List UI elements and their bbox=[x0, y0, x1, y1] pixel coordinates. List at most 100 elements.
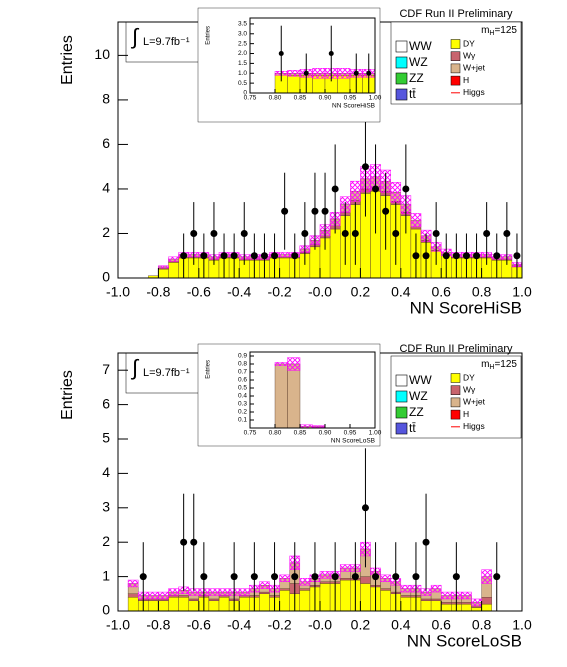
data-point bbox=[503, 229, 511, 237]
x-tick-label: -0.2 bbox=[268, 617, 292, 633]
stack-bar bbox=[400, 597, 412, 612]
stack-bar bbox=[279, 588, 290, 591]
mass-subscript: H bbox=[489, 30, 494, 37]
legend-label: ZZ bbox=[409, 405, 424, 419]
x-tick-label: -0.6 bbox=[187, 617, 211, 633]
y-tick-label: 2.0 bbox=[238, 50, 247, 57]
mass-value: =125 bbox=[494, 359, 517, 370]
data-point bbox=[462, 252, 470, 260]
legend-label: Wγ bbox=[463, 384, 476, 394]
y-tick-label: 6 bbox=[102, 395, 110, 411]
uncertainty-band bbox=[390, 182, 402, 203]
stack-bar bbox=[441, 603, 452, 612]
data-point bbox=[473, 252, 481, 260]
y-tick-label: 2 bbox=[102, 224, 110, 240]
y-tick-label: 0.6 bbox=[238, 377, 247, 384]
uncertainty-band bbox=[339, 564, 351, 572]
stack-bar bbox=[148, 598, 159, 601]
legend-label: W+jet bbox=[463, 63, 486, 73]
legend-swatch bbox=[395, 88, 408, 101]
y-axis-title: Entries bbox=[59, 35, 76, 85]
uncertainty-band bbox=[481, 569, 492, 584]
x-tick-label: 1.00 bbox=[369, 430, 382, 437]
stack-bar bbox=[481, 603, 492, 612]
stack-bar bbox=[158, 598, 169, 601]
y-tick-label: 0 bbox=[102, 269, 110, 285]
legend-swatch bbox=[395, 40, 408, 53]
data-point bbox=[432, 229, 440, 237]
stack-bar bbox=[274, 363, 288, 429]
stack-bar bbox=[168, 262, 179, 279]
legend-swatch bbox=[395, 406, 408, 419]
stack-bar bbox=[218, 597, 230, 612]
y-axis-title: Entries bbox=[59, 370, 76, 420]
y-tick-label: 5 bbox=[102, 430, 110, 446]
stack-bar bbox=[299, 588, 311, 591]
stack-bar bbox=[208, 600, 220, 612]
uncertainty-band bbox=[299, 578, 311, 586]
x-tick-label: 0.2 bbox=[351, 617, 371, 633]
y-tick-label: 3.0 bbox=[238, 31, 247, 38]
data-point bbox=[372, 185, 380, 193]
x-tick-label: 0.4 bbox=[391, 284, 411, 300]
stack-bar bbox=[218, 595, 230, 598]
stack-bar bbox=[430, 600, 442, 612]
stack-bar bbox=[410, 226, 422, 230]
legend-label: ZZ bbox=[409, 71, 424, 85]
uncertainty-band bbox=[208, 588, 220, 596]
x-tick-label: 0.75 bbox=[244, 95, 257, 102]
y-tick-label: 2 bbox=[102, 533, 110, 549]
x-tick-label: 0.4 bbox=[391, 617, 411, 633]
legend-label: Higgs bbox=[463, 421, 485, 431]
y-tick-label: 0.3 bbox=[238, 401, 247, 408]
data-point bbox=[321, 207, 329, 215]
stack-bar bbox=[340, 579, 351, 612]
x-tick-label: 0.80 bbox=[269, 95, 282, 102]
header: CDF Run II Preliminary bbox=[399, 343, 513, 355]
data-point bbox=[452, 573, 460, 581]
x-tick-label: -0.2 bbox=[268, 284, 292, 300]
data-point bbox=[139, 573, 147, 581]
data-point bbox=[361, 504, 369, 512]
data-point bbox=[341, 229, 349, 237]
data-point bbox=[250, 252, 258, 260]
x-tick-label: 1.0 bbox=[512, 284, 532, 300]
integral-sign: ∫ bbox=[130, 24, 140, 49]
x-tick-label: 0.80 bbox=[269, 430, 282, 437]
stack-bar bbox=[127, 593, 139, 598]
data-point bbox=[180, 538, 188, 546]
stack-bar bbox=[178, 595, 189, 598]
legend-label: tt̄ bbox=[409, 421, 416, 435]
x-tick-label: 1.0 bbox=[512, 617, 532, 633]
stack-bar bbox=[360, 576, 371, 584]
legend-swatch bbox=[450, 409, 461, 420]
data-point bbox=[422, 252, 430, 260]
legend-swatch bbox=[395, 72, 408, 85]
legend-label: WW bbox=[409, 373, 432, 387]
data-point bbox=[402, 185, 410, 193]
x-tick-label: -0.0 bbox=[308, 284, 332, 300]
legend-label: DY bbox=[463, 38, 475, 48]
uncertainty-band bbox=[471, 598, 482, 607]
data-point bbox=[271, 252, 279, 260]
stack-bar bbox=[299, 590, 311, 612]
uncertainty-band bbox=[461, 591, 472, 600]
data-point bbox=[281, 207, 289, 215]
data-point bbox=[452, 252, 460, 260]
legend-swatch bbox=[450, 63, 461, 74]
y-tick-label: 0.7 bbox=[238, 369, 247, 376]
data-point bbox=[353, 70, 359, 76]
data-point bbox=[392, 573, 400, 581]
stack-bar bbox=[340, 578, 351, 581]
legend-swatch bbox=[450, 51, 461, 61]
stack-bar bbox=[481, 597, 492, 605]
legend-swatch bbox=[395, 374, 408, 387]
x-tick-label: -0.4 bbox=[227, 284, 251, 300]
luminosity: L=9.7fb⁻¹ bbox=[143, 36, 190, 48]
uncertainty-band bbox=[410, 213, 422, 228]
uncertainty-band bbox=[168, 256, 179, 262]
data-point bbox=[412, 573, 420, 581]
x-axis-title: NN ScoreHiSB bbox=[332, 103, 375, 110]
data-point bbox=[422, 538, 430, 546]
uncertainty-band bbox=[218, 588, 230, 596]
